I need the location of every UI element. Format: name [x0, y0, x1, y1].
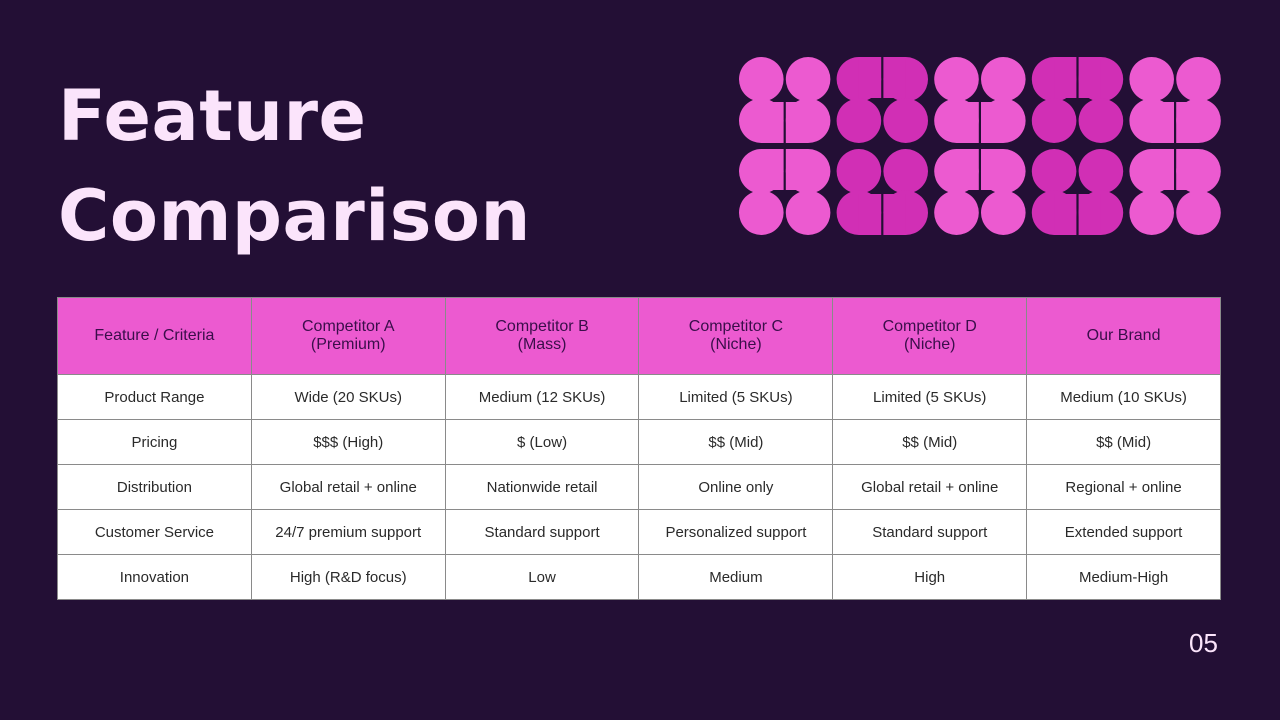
pattern-shape [934, 149, 979, 235]
header-competitor-c: Competitor C (Niche) [638, 297, 834, 375]
table-cell: Regional + online [1026, 464, 1221, 510]
table-cell: Limited (5 SKUs) [832, 374, 1028, 420]
title-line-2: Comparison [58, 175, 531, 257]
pattern-shape [1031, 57, 1077, 143]
header-feature-criteria: Feature / Criteria [57, 297, 252, 375]
table-cell: Global retail + online [832, 464, 1028, 510]
table-row: Pricing $$$ (High) $ (Low) $$ (Mid) $$ (… [57, 419, 1221, 465]
header-label: Competitor B [495, 318, 589, 335]
row-label: Customer Service [57, 509, 252, 555]
table-cell: $ (Low) [444, 419, 640, 465]
geometric-pattern-icon [739, 57, 1221, 235]
pattern-shape [1031, 149, 1077, 235]
header-sublabel: (Mass) [517, 336, 567, 353]
header-label: Competitor A [302, 318, 395, 335]
row-label: Distribution [57, 464, 252, 510]
table-row: Distribution Global retail + online Nati… [57, 464, 1221, 510]
table-cell: $$ (Mid) [832, 419, 1028, 465]
table-cell: Personalized support [638, 509, 834, 555]
table-cell: Medium (10 SKUs) [1026, 374, 1221, 420]
page-title: Feature Comparison [58, 66, 531, 266]
pattern-shape [785, 149, 831, 235]
pattern-shape [739, 57, 784, 143]
header-our-brand: Our Brand [1026, 297, 1221, 375]
header-competitor-a: Competitor A (Premium) [250, 297, 446, 375]
pattern-shape [739, 149, 784, 235]
feature-comparison-table: Feature / Criteria Competitor A (Premium… [57, 297, 1221, 600]
table-row: Innovation High (R&D focus) Low Medium H… [57, 554, 1221, 600]
header-sublabel: (Niche) [710, 336, 762, 353]
table-cell: $$ (Mid) [638, 419, 834, 465]
header-competitor-d: Competitor D (Niche) [832, 297, 1028, 375]
pattern-shape [1078, 57, 1124, 143]
title-line-1: Feature [58, 75, 367, 157]
table-cell: Standard support [832, 509, 1028, 555]
table-cell: Medium (12 SKUs) [444, 374, 640, 420]
table-cell: Global retail + online [250, 464, 446, 510]
table-cell: High (R&D focus) [250, 554, 446, 600]
header-sublabel: (Premium) [310, 336, 386, 353]
table-cell: $$ (Mid) [1026, 419, 1221, 465]
table-cell: Standard support [444, 509, 640, 555]
pattern-shape [836, 149, 882, 235]
table-row: Customer Service 24/7 premium support St… [57, 509, 1221, 555]
table-cell: Medium [638, 554, 834, 600]
pattern-shape [1129, 149, 1174, 235]
pattern-shape [883, 149, 928, 235]
table-header-row: Feature / Criteria Competitor A (Premium… [57, 297, 1221, 375]
pattern-shape [1176, 57, 1221, 143]
header-sublabel: (Niche) [903, 336, 956, 353]
pattern-shape [785, 57, 831, 143]
header-label: Competitor C [688, 318, 784, 335]
pattern-shape [1129, 57, 1174, 143]
pattern-shape [981, 149, 1026, 235]
table-cell: Limited (5 SKUs) [638, 374, 834, 420]
table-cell: High [832, 554, 1028, 600]
header-label: Our Brand [1086, 327, 1161, 344]
table-cell: Low [444, 554, 640, 600]
table-cell: 24/7 premium support [250, 509, 446, 555]
row-label: Product Range [57, 374, 252, 420]
pattern-shape [1078, 149, 1124, 235]
table-cell: Wide (20 SKUs) [250, 374, 446, 420]
pattern-shape [934, 57, 979, 143]
pattern-shape [981, 57, 1026, 143]
table-cell: Medium-High [1026, 554, 1221, 600]
pattern-shape [1176, 149, 1221, 235]
header-label: Feature / Criteria [94, 327, 215, 344]
header-competitor-b: Competitor B (Mass) [444, 297, 640, 375]
table-cell: Nationwide retail [444, 464, 640, 510]
header-label: Competitor D [882, 318, 977, 335]
row-label: Innovation [57, 554, 252, 600]
table-cell: Online only [638, 464, 834, 510]
row-label: Pricing [57, 419, 252, 465]
table-cell: Extended support [1026, 509, 1221, 555]
table-cell: $$$ (High) [250, 419, 446, 465]
table-row: Product Range Wide (20 SKUs) Medium (12 … [57, 374, 1221, 420]
pattern-shape [883, 57, 928, 143]
page-number: 05 [1189, 628, 1218, 658]
pattern-shape [836, 57, 882, 143]
